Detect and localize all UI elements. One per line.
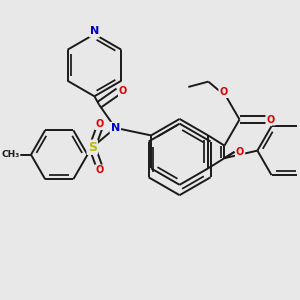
Text: O: O xyxy=(236,147,244,157)
Text: N: N xyxy=(111,123,120,133)
Text: S: S xyxy=(88,141,97,154)
Text: N: N xyxy=(90,26,99,36)
Text: O: O xyxy=(119,86,127,96)
Text: CH₃: CH₃ xyxy=(1,150,20,159)
Text: O: O xyxy=(266,115,275,124)
Text: O: O xyxy=(95,119,103,129)
Text: O: O xyxy=(95,166,103,176)
Text: O: O xyxy=(219,87,228,97)
